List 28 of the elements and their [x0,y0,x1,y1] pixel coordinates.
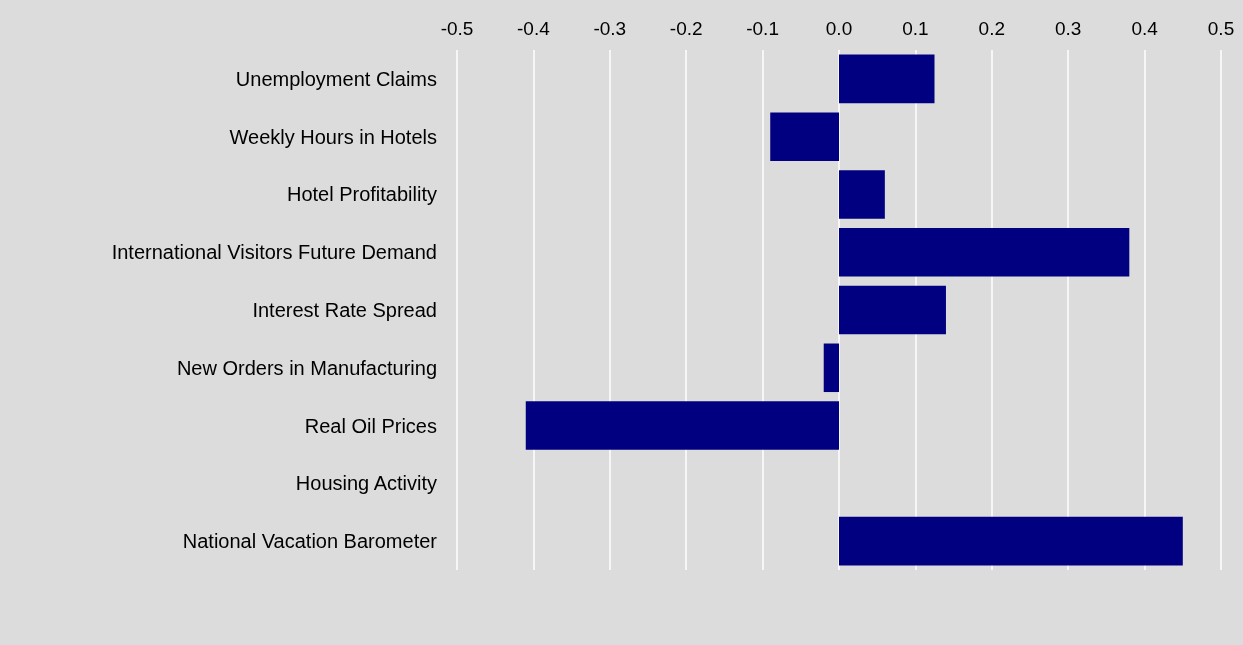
y-tick-label: Weekly Hours in Hotels [229,125,437,148]
y-tick-label: Unemployment Claims [235,67,437,90]
x-tick-label: -0.3 [593,18,627,39]
bar [839,54,935,104]
y-tick-label: International Visitors Future Demand [111,241,437,264]
y-tick-label: Interest Rate Spread [252,299,437,321]
x-tick-label: -0.1 [746,18,779,39]
y-tick-label: Hotel Profitability [286,183,437,206]
bar [823,343,839,393]
x-tick-label: 0.4 [1131,18,1159,39]
bar [525,401,839,450]
x-tick-label: 0.3 [1054,18,1082,39]
x-tick-label: 0.1 [902,18,929,39]
x-tick-label: -0.4 [517,18,551,39]
y-tick-label: Real Oil Prices [304,414,437,437]
y-tick-label: New Orders in Manufacturing [176,356,437,379]
y-tick-label: National Vacation Barometer [182,530,438,553]
x-tick-label: 0.0 [825,18,853,39]
x-tick-label: -0.5 [440,18,474,39]
x-tick-label: -0.2 [669,18,703,39]
x-tick-label: 0.2 [978,18,1006,39]
x-tick-label: 0.5 [1207,18,1235,39]
bar [839,516,1183,566]
bar [770,112,839,161]
bar [839,285,946,335]
y-tick-label: Housing Activity [295,472,437,495]
bar [839,170,885,219]
bar [839,227,1130,277]
